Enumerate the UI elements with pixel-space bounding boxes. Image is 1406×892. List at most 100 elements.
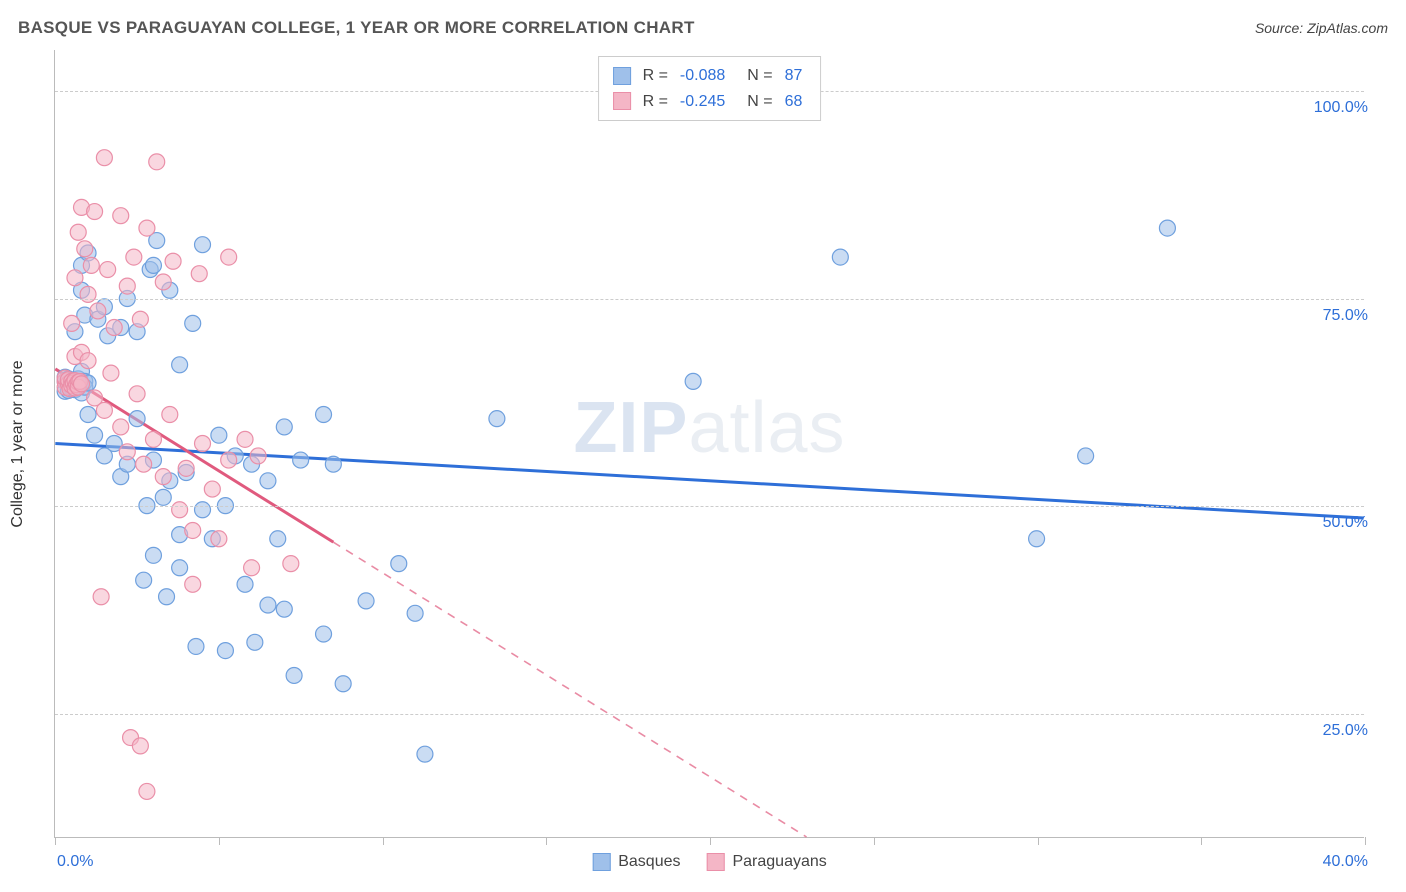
x-tick-label: 40.0% (1323, 853, 1368, 871)
r-value-basques: -0.088 (680, 63, 725, 89)
data-point (407, 605, 423, 621)
data-point (172, 560, 188, 576)
data-point (276, 419, 292, 435)
plot-area: ZIPatlas R = -0.088 N = 87 R = -0.245 N … (54, 50, 1364, 838)
correlation-legend: R = -0.088 N = 87 R = -0.245 N = 68 (598, 56, 822, 121)
data-point (260, 473, 276, 489)
data-point (96, 150, 112, 166)
data-point (100, 262, 116, 278)
source-label: Source: ZipAtlas.com (1255, 20, 1388, 36)
data-point (391, 556, 407, 572)
data-point (136, 456, 152, 472)
x-tick (1201, 837, 1202, 845)
x-tick-label: 0.0% (57, 853, 93, 871)
data-point (191, 266, 207, 282)
data-point (165, 253, 181, 269)
data-point (244, 560, 260, 576)
legend-row-paraguayans: R = -0.245 N = 68 (613, 89, 807, 115)
data-point (204, 481, 220, 497)
legend-item-paraguayans: Paraguayans (706, 853, 826, 871)
data-point (149, 154, 165, 170)
data-point (162, 407, 178, 423)
data-point (80, 286, 96, 302)
swatch-basques (613, 67, 631, 85)
data-point (276, 601, 292, 617)
y-tick-label: 100.0% (1314, 99, 1368, 117)
swatch-paraguayans (613, 92, 631, 110)
data-point (129, 411, 145, 427)
legend-item-basques: Basques (592, 853, 680, 871)
n-value-basques: 87 (785, 63, 803, 89)
data-point (178, 460, 194, 476)
data-point (417, 746, 433, 762)
data-point (195, 237, 211, 253)
data-point (316, 407, 332, 423)
n-label: N = (747, 63, 772, 89)
data-point (832, 249, 848, 265)
data-point (74, 376, 90, 392)
data-point (64, 315, 80, 331)
swatch-paraguayans (706, 853, 724, 871)
data-point (77, 241, 93, 257)
data-point (188, 638, 204, 654)
data-point (155, 469, 171, 485)
data-point (237, 576, 253, 592)
x-tick (874, 837, 875, 845)
data-point (119, 278, 135, 294)
data-point (155, 489, 171, 505)
y-tick-label: 25.0% (1323, 722, 1368, 740)
scatter-points-layer (55, 50, 1364, 837)
data-point (93, 589, 109, 605)
legend-row-basques: R = -0.088 N = 87 (613, 63, 807, 89)
legend-label-paraguayans: Paraguayans (732, 853, 826, 871)
data-point (145, 257, 161, 273)
data-point (129, 386, 145, 402)
data-point (270, 531, 286, 547)
gridline (55, 714, 1364, 715)
legend-label-basques: Basques (618, 853, 680, 871)
data-point (1159, 220, 1175, 236)
data-point (113, 419, 129, 435)
chart-title: BASQUE VS PARAGUAYAN COLLEGE, 1 YEAR OR … (18, 18, 695, 38)
data-point (358, 593, 374, 609)
data-point (237, 431, 253, 447)
y-axis-label: College, 1 year or more (9, 360, 27, 527)
data-point (67, 270, 83, 286)
data-point (1029, 531, 1045, 547)
data-point (195, 502, 211, 518)
data-point (90, 303, 106, 319)
data-point (113, 208, 129, 224)
r-label: R = (643, 63, 668, 89)
data-point (136, 572, 152, 588)
data-point (335, 676, 351, 692)
data-point (286, 667, 302, 683)
n-value-paraguayans: 68 (785, 89, 803, 115)
data-point (145, 431, 161, 447)
data-point (489, 411, 505, 427)
data-point (211, 427, 227, 443)
data-point (139, 220, 155, 236)
data-point (172, 357, 188, 373)
data-point (83, 257, 99, 273)
data-point (185, 576, 201, 592)
data-point (211, 531, 227, 547)
data-point (260, 597, 276, 613)
data-point (221, 249, 237, 265)
y-tick-label: 50.0% (1323, 514, 1368, 532)
data-point (159, 589, 175, 605)
x-tick (546, 837, 547, 845)
data-point (185, 522, 201, 538)
data-point (119, 444, 135, 460)
data-point (70, 224, 86, 240)
series-legend: Basques Paraguayans (592, 853, 827, 871)
data-point (80, 353, 96, 369)
data-point (316, 626, 332, 642)
x-tick (383, 837, 384, 845)
swatch-basques (592, 853, 610, 871)
x-tick (1038, 837, 1039, 845)
x-tick (710, 837, 711, 845)
data-point (247, 634, 263, 650)
scatter-chart: College, 1 year or more ZIPatlas R = -0.… (54, 50, 1384, 838)
data-point (96, 402, 112, 418)
data-point (172, 502, 188, 518)
